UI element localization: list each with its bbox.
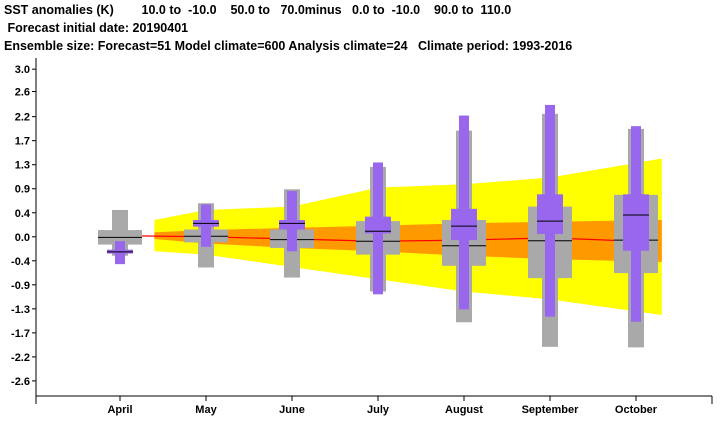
chart-title: SST anomalies (K) 10.0 to -10.0 50.0 to … — [4, 3, 512, 17]
forecast-boxes — [107, 104, 649, 322]
x-tick-label: April — [107, 404, 132, 416]
x-tick-label: May — [195, 404, 217, 416]
forecast-box — [279, 220, 305, 230]
forecast-date: Forecast initial date: 20190401 — [4, 21, 189, 35]
x-axis-ticks: April May June July August September October — [107, 396, 658, 416]
axes — [35, 58, 713, 404]
plume-bands — [154, 158, 662, 315]
y-tick-label: -0.9 — [11, 280, 30, 292]
y-tick-label: 0.0 — [15, 232, 30, 244]
y-tick-label: 1.3 — [15, 160, 30, 172]
y-tick-label: -1.3 — [11, 304, 30, 316]
y-tick-label: 0.9 — [15, 184, 30, 196]
y-tick-label: -1.7 — [11, 328, 30, 340]
forecast-box — [623, 194, 649, 251]
y-tick-label: 3.0 — [15, 64, 30, 76]
y-axis-ticks: 3.0 2.6 2.2 1.7 1.3 0.9 0.4 0.0 -0.4 -0.9 -1.3 -1.7… — [11, 64, 36, 388]
y-tick-label: 2.2 — [15, 112, 30, 124]
x-tick-label: September — [522, 404, 580, 416]
y-tick-label: 2.6 — [15, 87, 30, 99]
y-tick-label: -2.6 — [11, 376, 30, 388]
x-tick-label: July — [367, 404, 390, 416]
ensemble-info: Ensemble size: Forecast=51 Model climate… — [4, 39, 573, 53]
forecast-box — [365, 216, 391, 234]
y-tick-label: 1.7 — [15, 136, 30, 148]
x-tick-label: October — [615, 404, 658, 416]
y-tick-label: 0.4 — [15, 208, 31, 220]
forecast-box — [451, 208, 477, 241]
y-tick-label: -2.2 — [11, 352, 30, 364]
x-tick-label: June — [279, 404, 305, 416]
x-tick-label: August — [445, 404, 483, 416]
y-tick-label: -0.4 — [11, 256, 31, 268]
forecast-box — [537, 194, 563, 234]
